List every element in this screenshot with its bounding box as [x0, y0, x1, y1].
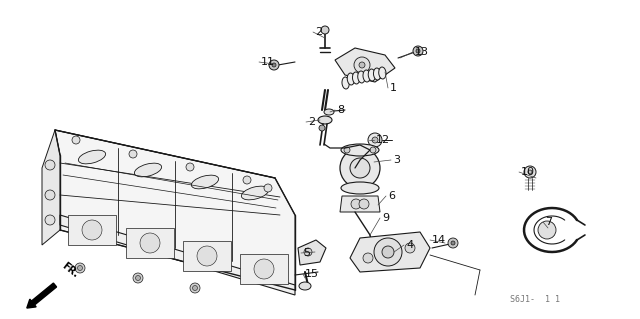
Circle shape — [140, 233, 160, 253]
Circle shape — [451, 241, 455, 245]
Circle shape — [319, 125, 325, 131]
Ellipse shape — [324, 109, 334, 115]
Bar — [240, 254, 288, 284]
Ellipse shape — [78, 150, 106, 164]
Circle shape — [243, 176, 251, 184]
Text: 4: 4 — [406, 240, 413, 250]
Bar — [183, 241, 231, 271]
Circle shape — [264, 184, 272, 192]
Text: 10: 10 — [521, 167, 535, 177]
Circle shape — [416, 49, 420, 53]
Bar — [126, 228, 174, 258]
Ellipse shape — [241, 186, 269, 200]
Text: 11: 11 — [261, 57, 275, 67]
Circle shape — [136, 276, 141, 280]
Circle shape — [413, 46, 423, 56]
Ellipse shape — [341, 144, 379, 156]
Text: 14: 14 — [432, 235, 446, 245]
Circle shape — [359, 62, 365, 68]
Circle shape — [133, 273, 143, 283]
Polygon shape — [298, 240, 326, 265]
Ellipse shape — [134, 163, 162, 177]
Circle shape — [45, 215, 55, 225]
Ellipse shape — [341, 182, 379, 194]
Circle shape — [354, 57, 370, 73]
Polygon shape — [350, 232, 430, 272]
Circle shape — [45, 160, 55, 170]
Circle shape — [359, 199, 369, 209]
Circle shape — [448, 238, 458, 248]
Polygon shape — [60, 215, 295, 295]
Polygon shape — [340, 196, 380, 212]
Ellipse shape — [342, 77, 349, 89]
Text: 5: 5 — [303, 248, 310, 258]
Circle shape — [45, 190, 55, 200]
Circle shape — [340, 148, 380, 188]
Ellipse shape — [358, 71, 365, 83]
Circle shape — [344, 147, 350, 153]
Circle shape — [405, 243, 415, 253]
Circle shape — [304, 248, 312, 256]
Ellipse shape — [368, 69, 376, 81]
Text: FR.: FR. — [60, 261, 81, 280]
Circle shape — [538, 221, 556, 239]
Circle shape — [75, 263, 85, 273]
Circle shape — [368, 133, 382, 147]
Ellipse shape — [363, 70, 371, 82]
Circle shape — [351, 199, 361, 209]
Ellipse shape — [379, 67, 386, 79]
Polygon shape — [42, 130, 60, 245]
Ellipse shape — [353, 72, 360, 84]
Text: 2: 2 — [308, 117, 315, 127]
Circle shape — [186, 163, 194, 171]
Polygon shape — [55, 130, 295, 290]
Circle shape — [190, 283, 200, 293]
Circle shape — [374, 238, 402, 266]
Circle shape — [524, 166, 536, 178]
Text: 13: 13 — [415, 47, 429, 57]
FancyArrow shape — [27, 283, 56, 308]
Ellipse shape — [299, 282, 311, 290]
Ellipse shape — [318, 116, 332, 124]
Circle shape — [72, 136, 80, 144]
Circle shape — [382, 246, 394, 258]
Bar — [68, 215, 116, 245]
Text: 8: 8 — [337, 105, 344, 115]
Circle shape — [129, 150, 137, 158]
Circle shape — [77, 265, 83, 271]
Text: 2: 2 — [315, 27, 322, 37]
Circle shape — [193, 286, 198, 291]
Circle shape — [363, 253, 373, 263]
Text: 7: 7 — [545, 217, 552, 227]
Circle shape — [321, 26, 329, 34]
Circle shape — [254, 259, 274, 279]
Circle shape — [370, 147, 376, 153]
Circle shape — [350, 158, 370, 178]
Text: 12: 12 — [376, 135, 390, 145]
Ellipse shape — [374, 68, 381, 80]
Circle shape — [269, 60, 279, 70]
Circle shape — [272, 63, 276, 67]
Text: S6J1-  1 1: S6J1- 1 1 — [510, 295, 560, 304]
Polygon shape — [335, 48, 395, 82]
Circle shape — [197, 246, 217, 266]
Circle shape — [82, 220, 102, 240]
Text: 1: 1 — [390, 83, 397, 93]
Circle shape — [528, 170, 532, 174]
Ellipse shape — [191, 175, 219, 189]
Circle shape — [372, 137, 378, 143]
Text: 9: 9 — [382, 213, 389, 223]
Text: 6: 6 — [388, 191, 395, 201]
Ellipse shape — [348, 73, 355, 85]
Text: 15: 15 — [305, 269, 319, 279]
Text: 3: 3 — [393, 155, 400, 165]
